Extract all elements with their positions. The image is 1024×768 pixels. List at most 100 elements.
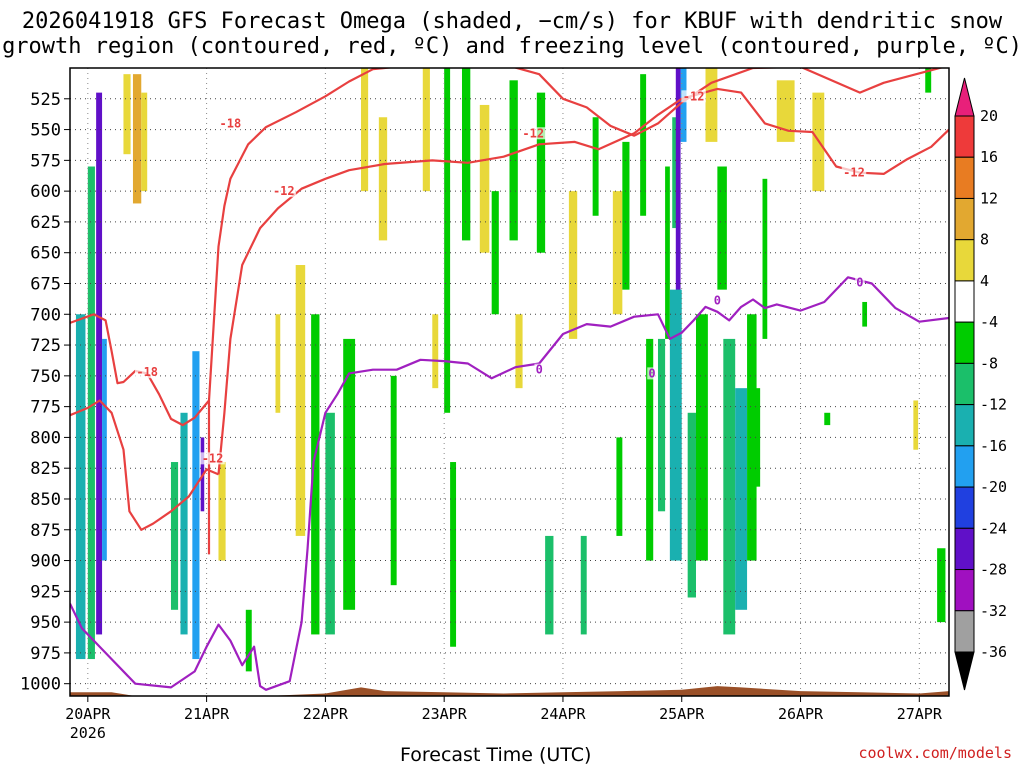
omega-cell: [680, 68, 687, 142]
contour-dgz-lower: [217, 87, 949, 475]
x-tick-label: 24APR: [540, 705, 586, 723]
colorbar-label: -36: [980, 643, 1007, 661]
omega-cell: [665, 166, 670, 339]
ground-layer: [70, 686, 949, 696]
omega-cell: [509, 80, 518, 241]
omega-cell: [753, 388, 761, 487]
colorbar-top-arrow: [954, 77, 975, 117]
credit-link[interactable]: coolwx.com/models: [858, 744, 1012, 762]
x-tick-label: 23APR: [422, 705, 468, 723]
contour-label: -12: [273, 184, 295, 198]
x-tick-label: 25APR: [659, 705, 705, 723]
contour-label: -12: [843, 166, 865, 180]
omega-cell: [695, 314, 708, 561]
y-tick-label: 775: [30, 398, 61, 418]
omega-cell: [545, 535, 554, 635]
y-tick-label: 900: [30, 552, 61, 572]
omega-cell: [568, 191, 578, 339]
y-axis: 525 550 575 600 625 650 675 700 725 750 775 800 825 8…: [20, 90, 70, 695]
omega-cell: [311, 314, 320, 635]
omega-cell: [275, 314, 281, 413]
omega-cell: [646, 338, 654, 561]
colorbar-label: 4: [980, 272, 989, 290]
colorbar-swatch: [954, 280, 975, 323]
y-tick-label: 875: [30, 521, 61, 541]
omega-cell: [640, 74, 647, 216]
omega-cell: [192, 351, 200, 660]
contour-label: -18: [136, 365, 158, 379]
contour-label-bg: [681, 90, 706, 103]
omega-cell: [612, 191, 623, 315]
colorbar-swatch: [954, 610, 975, 653]
omega-cell: [735, 388, 748, 610]
omega-cell: [325, 412, 335, 635]
omega-cell: [422, 68, 430, 192]
omega-cell: [343, 338, 356, 610]
chart-title-line-2: growth region (contoured, red, ºC) and f…: [2, 34, 1022, 59]
colorbar-label: -16: [980, 437, 1007, 455]
contour-label: 0: [536, 363, 543, 377]
omega-cell: [592, 117, 599, 216]
colorbar-label: -20: [980, 478, 1007, 496]
contour-label-bg: [271, 185, 297, 198]
y-tick-label: 675: [30, 274, 61, 294]
colorbar-label: 12: [980, 189, 998, 207]
contour-freezing-level: [70, 276, 949, 691]
omega-cell: [687, 412, 696, 598]
plot-frame: [69, 67, 950, 697]
contour-dgz-low-lower: [70, 399, 219, 531]
omega-cell: [378, 117, 388, 241]
omega-cell: [141, 92, 148, 192]
colorbar-swatch: [954, 569, 975, 612]
y-tick-label: 800: [30, 428, 61, 448]
omega-cell: [616, 437, 623, 536]
colorbar-swatch: [954, 445, 975, 488]
omega-cell: [245, 609, 252, 672]
contour-label: -12: [522, 126, 544, 140]
omega-cell: [170, 462, 179, 610]
colorbar: 20 16 12 8 4 -4 -8 -12 -16 -20 -24 -28 -32 -36: [954, 77, 1007, 691]
colorbar-swatch: [954, 486, 975, 529]
y-tick-label: 825: [30, 459, 61, 479]
omega-cell: [102, 338, 107, 561]
omega-cell: [913, 400, 919, 450]
contour-label-bg: [841, 166, 867, 179]
y-tick-label: 950: [30, 613, 61, 633]
x-tick-label: 22APR: [303, 705, 349, 723]
colorbar-label: 8: [980, 231, 989, 249]
y-tick-label: 1000: [20, 675, 61, 695]
omega-cell: [937, 548, 946, 623]
omega-cell: [824, 412, 831, 426]
ground-surface: [70, 686, 949, 696]
y-tick-label: 725: [30, 336, 61, 356]
contour-label-bg: [647, 367, 657, 380]
colorbar-bottom-arrow: [954, 651, 975, 691]
omega-cell: [776, 80, 795, 142]
contour-label-bg: [134, 366, 160, 379]
contour-label: 0: [648, 366, 655, 380]
omega-cell: [536, 92, 546, 253]
colorbar-label: -32: [980, 602, 1007, 620]
colorbar-swatch: [954, 156, 975, 199]
omega-cell: [432, 314, 439, 389]
omega-cell: [723, 338, 736, 635]
colorbar-swatch: [954, 321, 975, 364]
colorbar-label: -24: [980, 519, 1007, 537]
colorbar-label: -28: [980, 561, 1007, 579]
y-tick-label: 550: [30, 121, 61, 141]
omega-cell: [669, 289, 682, 561]
y-tick-label: 700: [30, 305, 61, 325]
omega-cell: [657, 338, 666, 512]
colorbar-swatch: [954, 197, 975, 241]
omega-cell: [361, 68, 369, 192]
omega-shading: [75, 68, 946, 672]
contour-label-bg: [218, 117, 243, 130]
x-tick-label: 20APR: [65, 705, 111, 723]
y-tick-label: 600: [30, 182, 61, 202]
omega-cell: [705, 68, 718, 142]
y-tick-label: 625: [30, 213, 61, 233]
omega-cell: [180, 412, 188, 635]
colorbar-swatch: [954, 527, 975, 571]
colorbar-swatch: [954, 115, 975, 158]
